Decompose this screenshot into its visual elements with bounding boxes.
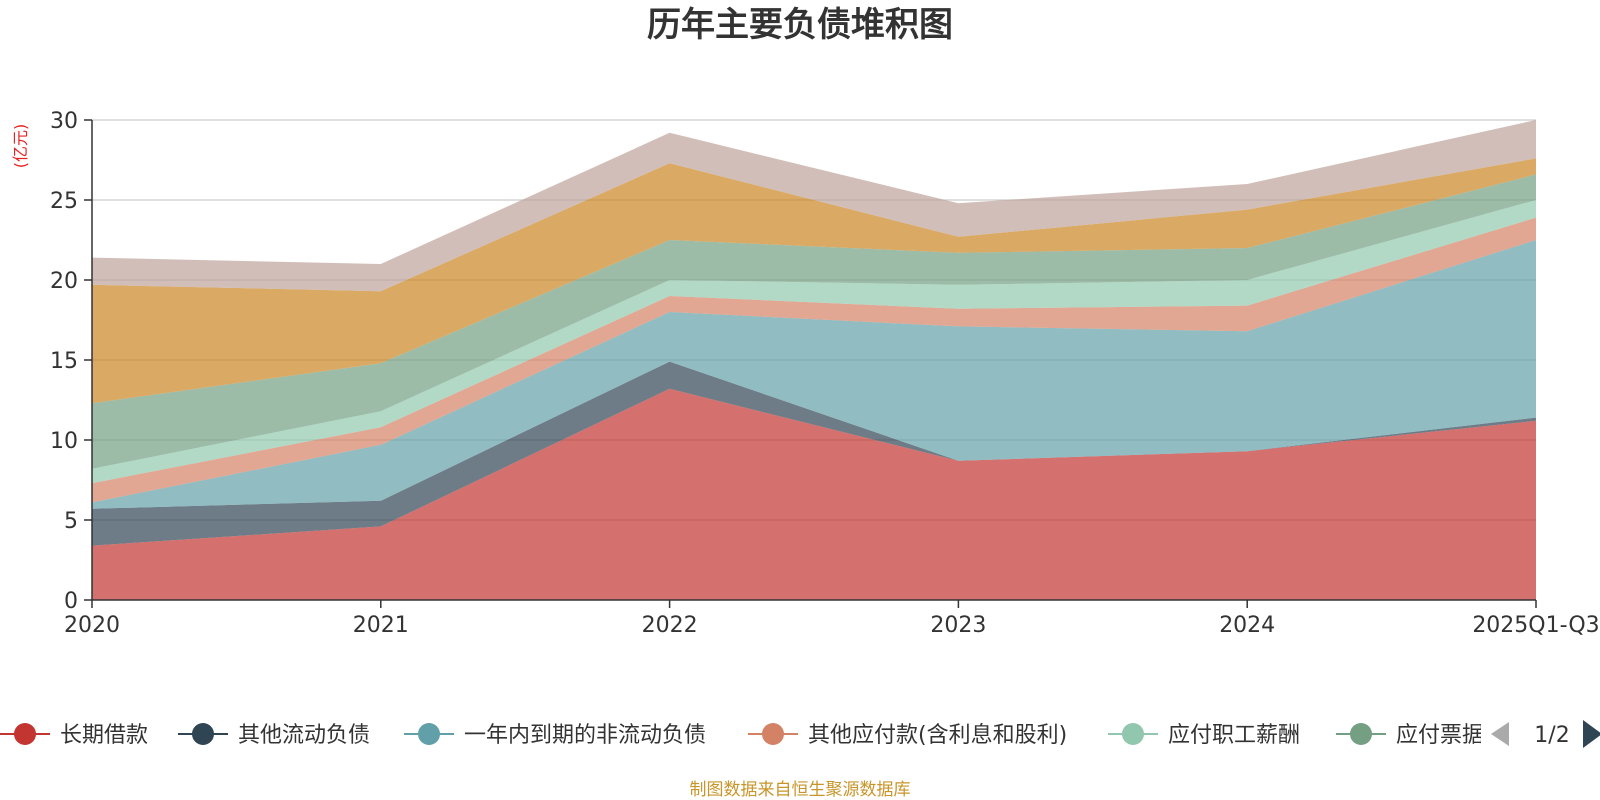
x-tick-label: 2021	[353, 613, 409, 638]
legend-label: 应付职工薪酬	[1168, 723, 1300, 748]
legend-circle-marker	[418, 723, 440, 745]
legend-circle-marker	[192, 723, 214, 745]
legend-item[interactable]: 一年内到期的非流动负债	[404, 723, 706, 748]
area-series-6	[92, 158, 1536, 404]
legend-circle-marker	[1122, 723, 1144, 745]
legend-item[interactable]: 其他流动负债	[178, 723, 370, 748]
legend-label: 其他应付款(含利息和股利)	[808, 723, 1067, 748]
legend-prev-page-icon[interactable]	[1491, 722, 1509, 746]
y-tick-label: 15	[50, 349, 78, 374]
stacked-areas	[92, 120, 1536, 600]
legend-label: 应付票据	[1396, 723, 1484, 748]
y-tick-label: 20	[50, 269, 78, 294]
legend-item[interactable]: 应付票据	[1336, 723, 1484, 748]
x-tick-label: 2023	[930, 613, 986, 638]
x-tick-label: 2025Q1-Q3	[1472, 613, 1599, 638]
chart-title: 历年主要负债堆积图	[647, 5, 953, 45]
legend-label: 长期借款	[60, 723, 148, 748]
x-tick-label: 2022	[642, 613, 698, 638]
legend: 长期借款 其他流动负债 一年内到期的非流动负债 其他应付款(含利息和股利) 应付职工薪酬…	[0, 720, 1600, 748]
legend-item[interactable]: 其他应付款(含利息和股利)	[748, 723, 1067, 748]
legend-label: 一年内到期的非流动负债	[464, 723, 706, 748]
legend-items: 长期借款 其他流动负债 一年内到期的非流动负债 其他应付款(含利息和股利) 应付职工薪酬…	[0, 723, 1484, 748]
legend-circle-marker	[14, 723, 36, 745]
area-series-2	[92, 240, 1536, 509]
area-series-5	[92, 174, 1536, 469]
legend-page-indicator: 1/2	[1534, 723, 1569, 748]
y-tick-label: 10	[50, 429, 78, 454]
x-tick-label: 2020	[64, 613, 120, 638]
x-tick-label: 2024	[1219, 613, 1275, 638]
axes: 0 5 10 15 20 25 30 2020 2021 2022 2023 2024 2025Q1-Q…	[50, 109, 1600, 638]
legend-item[interactable]: 长期借款	[0, 723, 148, 748]
legend-circle-marker	[1350, 723, 1372, 745]
y-tick-label: 0	[64, 589, 78, 614]
area-series-0	[92, 388, 1536, 600]
legend-next-page-icon[interactable]	[1583, 720, 1600, 748]
legend-circle-marker	[762, 723, 784, 745]
legend-label: 其他流动负债	[238, 723, 370, 748]
area-series-4	[92, 200, 1536, 484]
y-tick-label: 5	[64, 509, 78, 534]
legend-item[interactable]: 应付职工薪酬	[1108, 723, 1300, 748]
y-tick-label: 30	[50, 109, 78, 134]
data-source-note: 制图数据来自恒生聚源数据库	[690, 780, 911, 800]
y-axis-unit-label: (亿元)	[11, 124, 30, 169]
area-series-7	[92, 120, 1536, 292]
area-series-1	[92, 361, 1536, 546]
y-tick-label: 25	[50, 189, 78, 214]
